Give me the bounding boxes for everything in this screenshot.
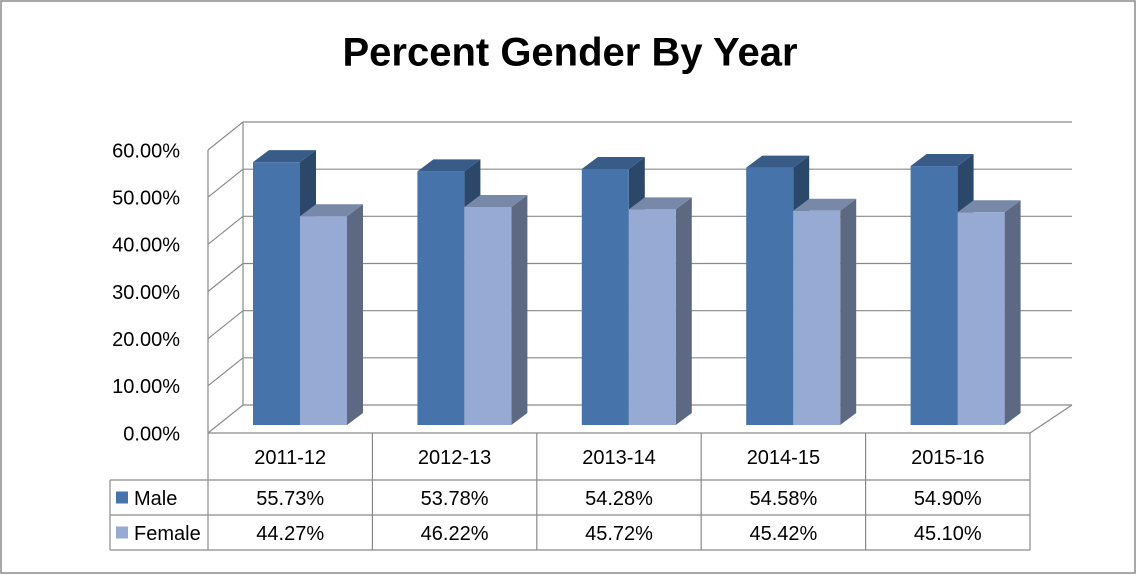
- bar-top: [746, 155, 810, 168]
- legend-label: Female: [134, 523, 201, 545]
- bar-top: [300, 204, 363, 217]
- table-value: 44.27%: [256, 523, 324, 545]
- bar: [957, 200, 1021, 425]
- table-value: 46.22%: [421, 523, 489, 545]
- bar-top: [417, 159, 481, 172]
- y-tick-label: 20.00%: [112, 329, 180, 351]
- bar-top: [253, 150, 316, 163]
- bar-top: [464, 194, 528, 207]
- bar-side: [840, 198, 857, 425]
- y-tick-label: 50.00%: [112, 187, 180, 209]
- bar: [793, 198, 857, 425]
- x-tick-label: 2013-14: [582, 447, 655, 469]
- bar-top: [628, 197, 692, 210]
- bar-front: [464, 206, 512, 425]
- bar-front: [581, 168, 629, 425]
- bar-front: [746, 167, 794, 425]
- x-tick-label: 2012-13: [418, 447, 491, 469]
- table-value: 54.58%: [749, 488, 817, 510]
- y-tick-label: 60.00%: [112, 140, 180, 162]
- bar-side: [347, 204, 363, 425]
- bar-top: [793, 198, 857, 211]
- bar-front: [417, 171, 465, 425]
- bar-top: [957, 200, 1021, 213]
- bar-side: [511, 194, 528, 425]
- bar-top: [910, 154, 974, 167]
- x-tick-label: 2015-16: [911, 447, 984, 469]
- y-tick-label: 40.00%: [112, 235, 180, 257]
- y-tick-label: 0.00%: [123, 423, 180, 445]
- bar-front: [957, 212, 1005, 425]
- bar-top: [581, 156, 645, 169]
- x-tick-label: 2011-12: [254, 447, 326, 469]
- table-value: 54.28%: [585, 488, 653, 510]
- bar-front: [910, 166, 958, 425]
- bar: [300, 204, 363, 425]
- y-tick-label: 30.00%: [112, 282, 180, 304]
- bar-front: [300, 216, 347, 425]
- bar-front: [253, 162, 300, 425]
- bar: [464, 194, 528, 425]
- bar-front: [628, 209, 676, 425]
- legend-swatch: [116, 526, 128, 539]
- table-value: 53.78%: [421, 488, 489, 510]
- legend-label: Male: [134, 488, 177, 510]
- bar-front: [793, 210, 841, 425]
- table-value: 45.10%: [914, 523, 982, 545]
- chart-title: Percent Gender By Year: [342, 31, 797, 75]
- table-value: 55.73%: [256, 488, 324, 510]
- table-value: 54.90%: [914, 488, 982, 510]
- bar: [628, 197, 692, 425]
- y-tick-label: 10.00%: [112, 376, 180, 398]
- x-tick-label: 2014-15: [747, 447, 820, 469]
- table-value: 45.42%: [749, 523, 817, 545]
- legend-swatch: [116, 491, 128, 504]
- bar-side: [675, 197, 692, 425]
- table-value: 45.72%: [585, 523, 653, 545]
- bar-side: [1004, 200, 1021, 425]
